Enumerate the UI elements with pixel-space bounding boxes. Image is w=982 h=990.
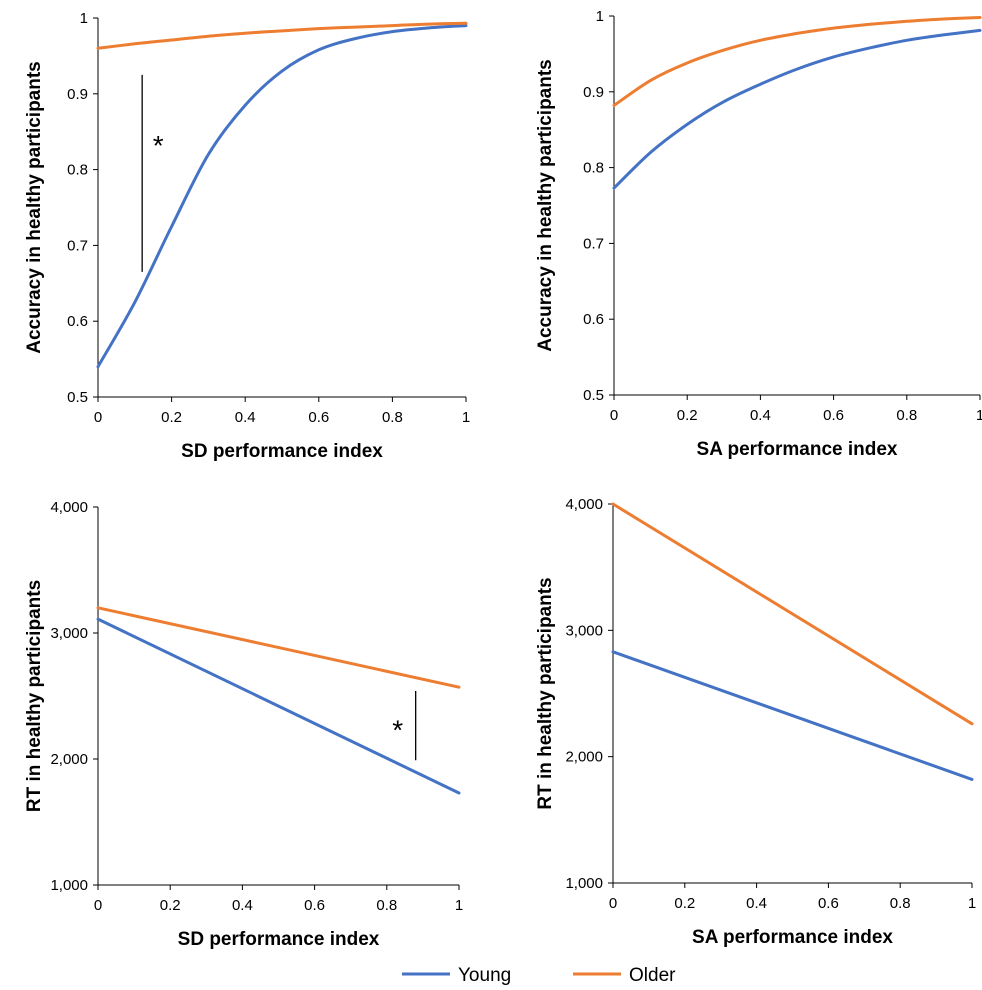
x-tick-label: 0.6 bbox=[823, 407, 844, 424]
x-tick-label: 0.4 bbox=[232, 897, 253, 914]
x-tick-label: 0 bbox=[609, 895, 617, 912]
legend-label-young: Young bbox=[458, 965, 511, 986]
y-tick-label: 0.9 bbox=[67, 86, 88, 103]
chart-panel-2: 0 0.2 0.4 0.6 0.8 1 0.5 0.6 0.7 0.8 0.9 1 SA perform… bbox=[535, 8, 982, 460]
series-line-older bbox=[612, 16, 982, 107]
y-tick-label: 0.8 bbox=[583, 160, 604, 177]
y-tick-label: 2,000 bbox=[50, 751, 88, 768]
y-tick-label: 0.8 bbox=[67, 162, 88, 179]
x-axis-title: SA performance index bbox=[697, 439, 898, 460]
chart-panel-4: 0 0.2 0.4 0.6 0.8 1 1,000 2,000 3,000 4,000 SA per… bbox=[535, 496, 976, 948]
x-tick-label: 0.6 bbox=[308, 409, 329, 426]
y-tick-label: 3,000 bbox=[50, 625, 88, 642]
chart-panel-1: 0 0.2 0.4 0.6 0.8 1 0.5 0.6 0.7 0.8 0.9 1 * SD perfor… bbox=[24, 10, 470, 462]
x-tick-label: 0.8 bbox=[890, 895, 911, 912]
y-axis-title: Accuracy in healthy participants bbox=[535, 59, 556, 352]
x-tick-label: 0.4 bbox=[235, 409, 256, 426]
y-tick-label: 0.7 bbox=[583, 235, 604, 252]
x-tick-label: 0.2 bbox=[160, 897, 181, 914]
x-axis-title: SD performance index bbox=[181, 441, 383, 462]
x-tick-label: 0.4 bbox=[746, 895, 767, 912]
y-tick-label: 1 bbox=[596, 8, 604, 25]
x-tick-label: 1 bbox=[462, 409, 470, 426]
x-tick-label: 0.2 bbox=[674, 895, 695, 912]
y-tick-label: 4,000 bbox=[50, 499, 88, 516]
significance-asterisk: * bbox=[153, 130, 164, 161]
y-tick-label: 0.7 bbox=[67, 237, 88, 254]
series-line-young bbox=[611, 650, 974, 781]
y-tick-label: 0.6 bbox=[67, 313, 88, 330]
y-tick-label: 1,000 bbox=[50, 877, 88, 894]
x-tick-label: 0 bbox=[94, 409, 102, 426]
y-tick-label: 2,000 bbox=[565, 749, 603, 766]
y-tick-label: 3,000 bbox=[565, 622, 603, 639]
series-line-young bbox=[96, 617, 461, 795]
x-tick-label: 0.8 bbox=[376, 897, 397, 914]
x-tick-label: 1 bbox=[968, 895, 976, 912]
x-tick-label: 0 bbox=[94, 897, 102, 914]
x-tick-label: 1 bbox=[455, 897, 463, 914]
x-tick-label: 0.8 bbox=[382, 409, 403, 426]
y-axis-title: RT in healthy participants bbox=[24, 580, 45, 812]
series-line-older bbox=[96, 21, 468, 50]
x-tick-label: 0.4 bbox=[750, 407, 771, 424]
y-tick-label: 0.5 bbox=[583, 387, 604, 404]
series-line-young bbox=[96, 24, 468, 369]
x-tick-label: 0.6 bbox=[818, 895, 839, 912]
x-tick-label: 0.2 bbox=[677, 407, 698, 424]
x-tick-label: 0.2 bbox=[161, 409, 182, 426]
y-tick-label: 1,000 bbox=[565, 875, 603, 892]
x-axis-title: SD performance index bbox=[178, 929, 380, 950]
x-axis-title: SA performance index bbox=[692, 927, 893, 948]
y-tick-label: 0.5 bbox=[67, 389, 88, 406]
x-tick-label: 1 bbox=[976, 407, 982, 424]
y-tick-label: 0.9 bbox=[583, 84, 604, 101]
y-tick-label: 1 bbox=[80, 10, 88, 27]
series-line-older bbox=[611, 502, 974, 726]
x-tick-label: 0 bbox=[610, 407, 618, 424]
y-axis-title: RT in healthy participants bbox=[535, 577, 556, 809]
legend: Young Older bbox=[402, 965, 676, 986]
y-tick-label: 0.6 bbox=[583, 311, 604, 328]
chart-panel-3: 0 0.2 0.4 0.6 0.8 1 1,000 2,000 3,000 4,000 * SD pe… bbox=[24, 499, 463, 950]
y-tick-label: 4,000 bbox=[565, 496, 603, 513]
y-axis-title: Accuracy in healthy participants bbox=[24, 61, 45, 354]
x-tick-label: 0.6 bbox=[304, 897, 325, 914]
x-tick-label: 0.8 bbox=[896, 407, 917, 424]
legend-label-older: Older bbox=[629, 965, 676, 986]
significance-asterisk: * bbox=[392, 715, 403, 746]
series-line-young bbox=[612, 28, 982, 190]
series-line-older bbox=[96, 606, 461, 689]
